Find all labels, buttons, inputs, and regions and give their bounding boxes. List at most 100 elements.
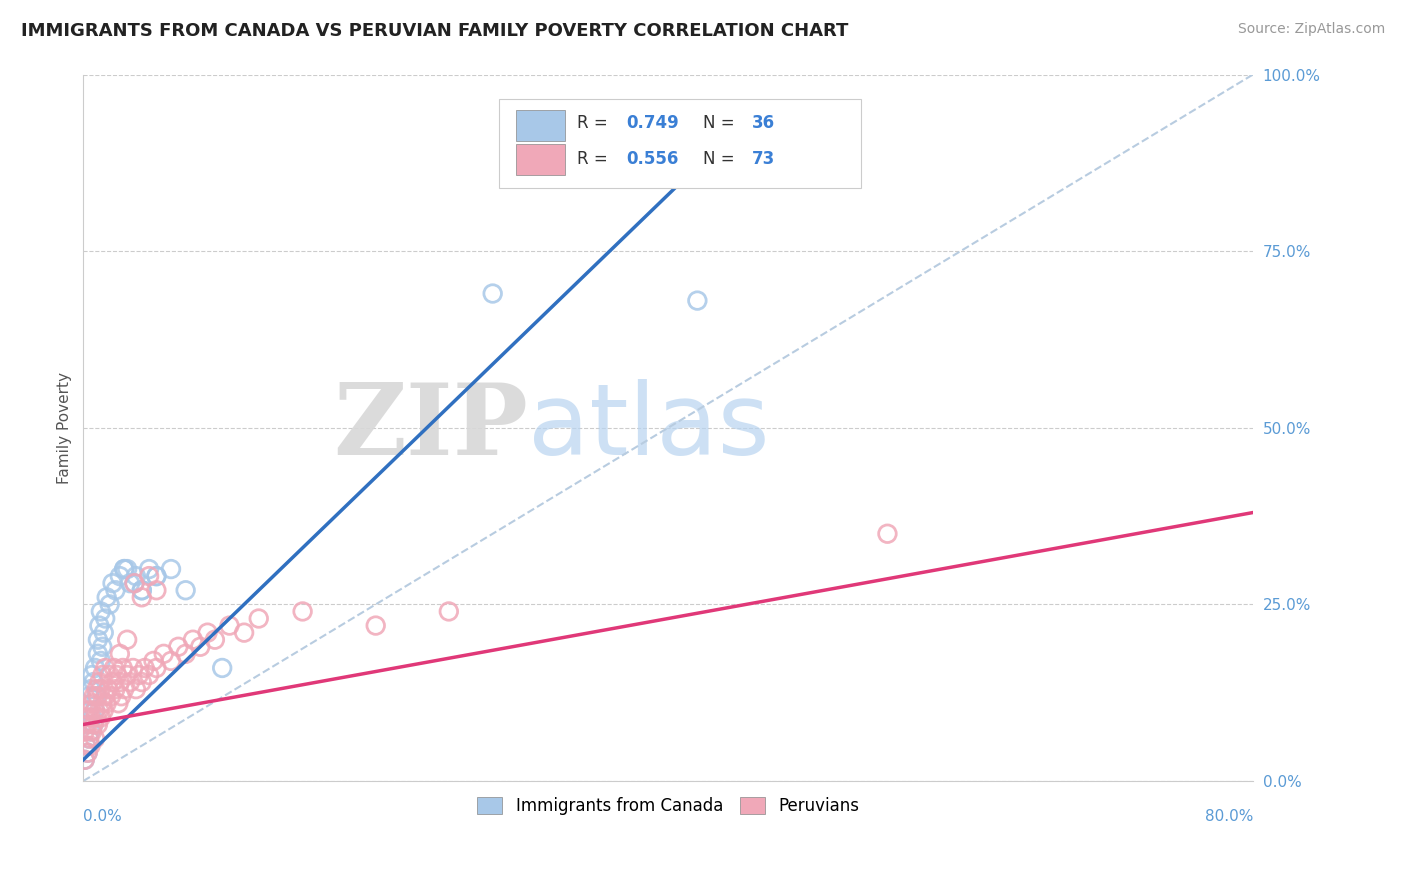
Point (101, 576, 124, 591)
Point (93, 625, 115, 640)
Point (73, 753, 96, 767)
Point (120, 576, 142, 591)
Point (90, 710, 112, 724)
Point (83, 675, 105, 690)
Point (80, 710, 103, 724)
Point (75, 739, 97, 753)
Point (76, 703, 98, 717)
Point (77, 731, 100, 746)
Point (145, 569, 167, 583)
Point (84, 661, 107, 675)
Point (79, 739, 101, 753)
Point (96, 696, 118, 710)
Point (96, 591, 118, 605)
Point (181, 632, 204, 647)
Point (83, 717, 105, 731)
Point (128, 668, 150, 682)
Text: N =: N = (703, 114, 740, 132)
Point (90, 604, 112, 618)
Text: 0.556: 0.556 (626, 150, 679, 169)
Point (75, 717, 97, 731)
Point (112, 562, 135, 576)
FancyBboxPatch shape (499, 99, 860, 187)
Point (115, 668, 138, 682)
Point (87, 717, 110, 731)
Point (104, 583, 127, 598)
Point (111, 661, 134, 675)
Point (686, 293, 709, 308)
Point (86, 710, 108, 724)
Text: atlas: atlas (527, 379, 769, 476)
Text: 0.0%: 0.0% (83, 809, 122, 824)
Point (86, 682, 108, 697)
Text: R =: R = (576, 150, 613, 169)
Point (131, 675, 153, 690)
Point (145, 661, 167, 675)
Point (89, 675, 111, 690)
Point (75, 739, 97, 753)
Point (160, 654, 183, 668)
Y-axis label: Family Poverty: Family Poverty (58, 372, 72, 483)
Point (76, 717, 98, 731)
Point (87, 647, 110, 661)
Point (125, 569, 148, 583)
Point (110, 690, 132, 704)
Point (75, 710, 97, 724)
Point (145, 569, 167, 583)
Point (77, 703, 100, 717)
Point (94, 690, 117, 704)
Text: R =: R = (576, 114, 613, 132)
Point (174, 583, 197, 598)
Point (174, 647, 197, 661)
Point (134, 661, 156, 675)
Point (105, 668, 128, 682)
Point (84, 731, 107, 746)
Point (103, 661, 125, 675)
Point (120, 675, 142, 690)
Point (125, 682, 148, 697)
Point (97, 682, 120, 697)
Point (107, 696, 129, 710)
Point (167, 640, 190, 654)
Point (131, 583, 153, 598)
Point (101, 675, 124, 690)
Point (80, 668, 103, 682)
Point (145, 583, 167, 598)
Point (876, 526, 898, 541)
Point (80, 696, 103, 710)
Point (98, 668, 121, 682)
Point (481, 286, 503, 301)
Point (86, 690, 108, 704)
Point (188, 640, 211, 654)
Point (112, 682, 135, 697)
Point (211, 661, 233, 675)
Text: 80.0%: 80.0% (1205, 809, 1253, 824)
Point (100, 690, 122, 704)
Point (112, 562, 135, 576)
Point (90, 654, 112, 668)
Point (138, 562, 160, 576)
Point (76, 746, 98, 760)
Point (152, 647, 174, 661)
Point (204, 632, 226, 647)
Point (94, 611, 117, 625)
Point (87, 690, 110, 704)
FancyBboxPatch shape (516, 144, 565, 175)
FancyBboxPatch shape (516, 110, 565, 141)
Point (79, 724, 101, 739)
Point (108, 569, 131, 583)
Point (122, 661, 145, 675)
Point (108, 647, 131, 661)
Text: ZIP: ZIP (333, 379, 527, 476)
Text: Source: ZipAtlas.com: Source: ZipAtlas.com (1237, 22, 1385, 37)
Point (89, 703, 111, 717)
Point (87, 632, 110, 647)
Point (218, 618, 240, 632)
Point (93, 703, 115, 717)
Point (76, 746, 98, 760)
Point (115, 632, 138, 647)
Point (124, 576, 146, 591)
Point (291, 604, 314, 618)
Point (79, 710, 101, 724)
Point (115, 562, 138, 576)
